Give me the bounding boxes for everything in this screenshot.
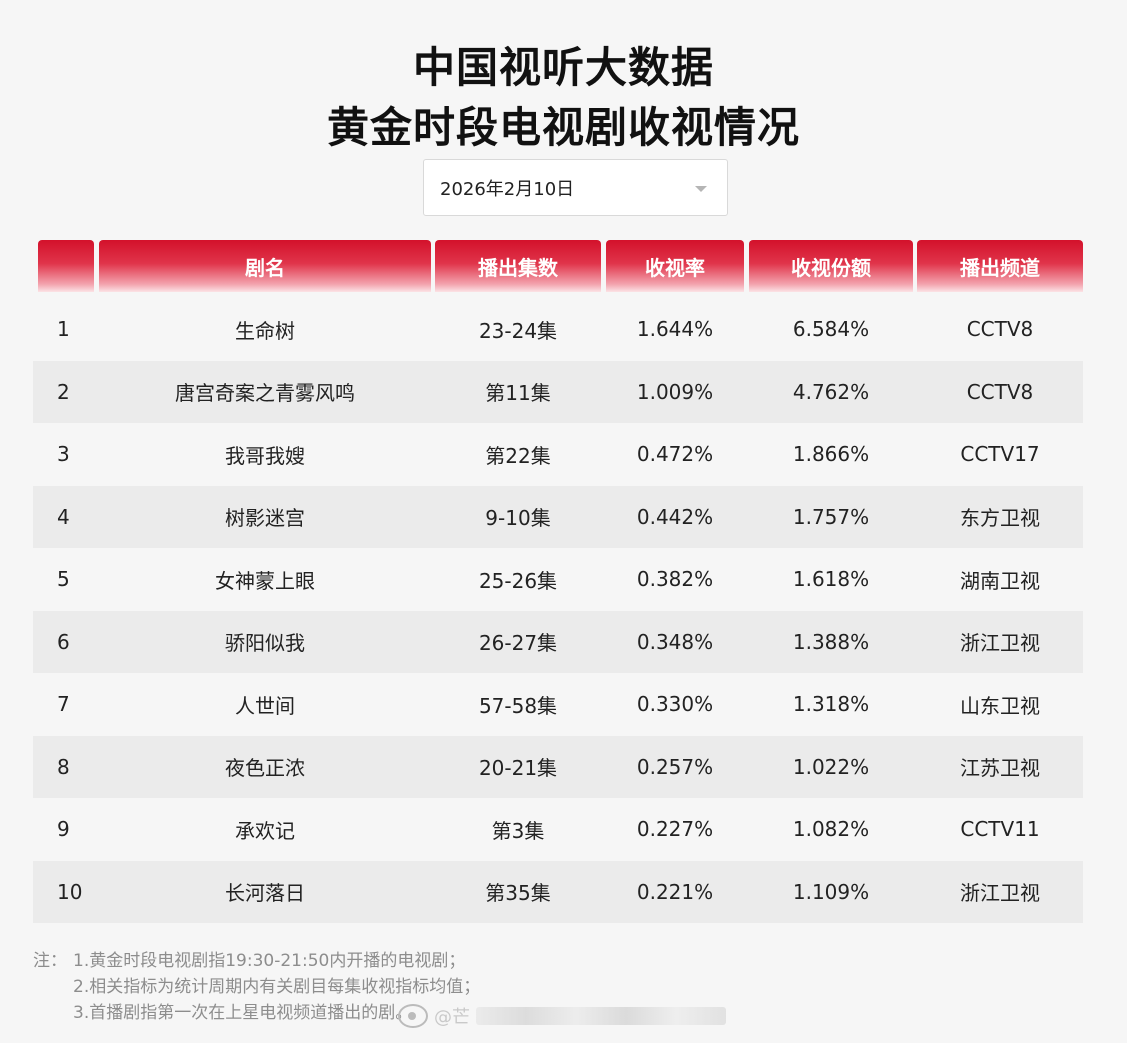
- page-title: 中国视听大数据: [412, 43, 714, 92]
- cell-rating: 0.442%: [636, 504, 714, 529]
- column-header-episodes: 播出集数: [435, 240, 601, 292]
- cell-channel: 江苏卫视: [960, 756, 1040, 781]
- footnote-item: 2.相关指标为统计周期内有关剧目每集收视指标均值；: [73, 977, 481, 997]
- cell-share: 1.618%: [792, 567, 870, 592]
- table-body: 1 生命树 23-24集 1.644% 6.584% CCTV8 2 唐宫奇案之青雾风鸣 第11…: [33, 298, 1083, 923]
- table-row: 2 唐宫奇案之青雾风鸣 第11集 1.009% 4.762% CCTV8: [33, 360, 1083, 423]
- cell-channel: 山东卫视: [960, 693, 1040, 718]
- table-header: 剧名 播出集数 收视率 收视份额 播出频道: [0, 240, 1127, 292]
- cell-rank: 8: [57, 754, 70, 779]
- cell-rating: 0.382%: [636, 567, 714, 592]
- cell-rating: 0.227%: [636, 817, 714, 842]
- cell-channel: CCTV17: [960, 442, 1040, 467]
- cell-channel: 浙江卫视: [960, 881, 1040, 906]
- cell-episodes: 第3集: [491, 818, 545, 843]
- cell-rank: 9: [57, 817, 70, 842]
- cell-share: 4.762%: [792, 379, 870, 404]
- cell-rating: 0.330%: [636, 692, 714, 717]
- footnotes: 注： 1.黄金时段电视剧指19:30-21:50内开播的电视剧； 2.相关指标为…: [33, 948, 480, 1026]
- cell-share: 6.584%: [792, 317, 870, 342]
- caret-down-icon: [695, 186, 707, 192]
- cell-share: 1.022%: [792, 754, 870, 779]
- cell-drama-name: 骄阳似我: [225, 631, 305, 656]
- cell-rating: 0.221%: [636, 879, 714, 904]
- column-header-name: 剧名: [99, 240, 431, 292]
- cell-channel: 湖南卫视: [960, 568, 1040, 593]
- cell-drama-name: 我哥我嫂: [225, 443, 305, 468]
- watermark-handle: @芒: [434, 1007, 470, 1028]
- cell-drama-name: 树影迷宫: [225, 506, 305, 531]
- cell-rank: 3: [57, 442, 70, 467]
- table-row: 10 长河落日 第35集 0.221% 1.109% 浙江卫视: [33, 860, 1083, 923]
- cell-share: 1.388%: [792, 629, 870, 654]
- table-row: 3 我哥我嫂 第22集 0.472% 1.866% CCTV17: [33, 423, 1083, 486]
- cell-rating: 1.644%: [636, 317, 714, 342]
- cell-share: 1.109%: [792, 879, 870, 904]
- cell-share: 1.757%: [792, 504, 870, 529]
- cell-episodes: 57-58集: [478, 693, 558, 718]
- date-dropdown-value: 2026年2月10日: [440, 178, 575, 200]
- cell-rating: 0.348%: [636, 629, 714, 654]
- cell-rating: 1.009%: [636, 379, 714, 404]
- cell-rank: 2: [57, 379, 70, 404]
- weibo-logo-icon: [398, 1004, 428, 1028]
- cell-episodes: 26-27集: [478, 631, 558, 656]
- cell-rank: 10: [57, 879, 83, 904]
- date-dropdown[interactable]: 2026年2月10日: [423, 159, 728, 216]
- table-row: 6 骄阳似我 26-27集 0.348% 1.388% 浙江卫视: [33, 610, 1083, 673]
- cell-share: 1.318%: [792, 692, 870, 717]
- cell-episodes: 9-10集: [485, 506, 551, 531]
- cell-episodes: 25-26集: [478, 568, 558, 593]
- cell-episodes: 第35集: [485, 881, 551, 906]
- table-row: 7 人世间 57-58集 0.330% 1.318% 山东卫视: [33, 673, 1083, 736]
- footnote-label: 注：: [33, 951, 67, 971]
- column-header-rank: [38, 240, 94, 292]
- column-header-rating: 收视率: [606, 240, 744, 292]
- cell-rating: 0.472%: [636, 442, 714, 467]
- footnote-item: 3.首播剧指第一次在上星电视频道播出的剧。: [73, 1003, 413, 1023]
- blurred-handle: [476, 1007, 726, 1025]
- cell-drama-name: 夜色正浓: [225, 756, 305, 781]
- table-row: 9 承欢记 第3集 0.227% 1.082% CCTV11: [33, 798, 1083, 861]
- table-row: 1 生命树 23-24集 1.644% 6.584% CCTV8: [33, 298, 1083, 361]
- column-header-channel: 播出频道: [917, 240, 1083, 292]
- footnote-item: 1.黄金时段电视剧指19:30-21:50内开播的电视剧；: [73, 951, 466, 971]
- cell-rank: 4: [57, 504, 70, 529]
- cell-episodes: 23-24集: [478, 318, 558, 343]
- table-row: 8 夜色正浓 20-21集 0.257% 1.022% 江苏卫视: [33, 735, 1083, 798]
- weibo-watermark: @芒: [398, 1000, 728, 1032]
- cell-channel: CCTV8: [966, 317, 1034, 342]
- column-header-share: 收视份额: [749, 240, 913, 292]
- cell-share: 1.866%: [792, 442, 870, 467]
- page-subtitle: 黄金时段电视剧收视情况: [326, 103, 800, 152]
- cell-drama-name: 女神蒙上眼: [215, 568, 315, 593]
- cell-drama-name: 长河落日: [225, 881, 305, 906]
- cell-episodes: 第22集: [485, 443, 551, 468]
- cell-rating: 0.257%: [636, 754, 714, 779]
- cell-episodes: 20-21集: [478, 756, 558, 781]
- cell-episodes: 第11集: [485, 381, 551, 406]
- cell-channel: CCTV8: [966, 379, 1034, 404]
- cell-drama-name: 唐宫奇案之青雾风鸣: [175, 381, 355, 406]
- cell-drama-name: 承欢记: [235, 818, 295, 843]
- cell-share: 1.082%: [792, 817, 870, 842]
- cell-drama-name: 生命树: [235, 318, 295, 343]
- cell-channel: 浙江卫视: [960, 631, 1040, 656]
- cell-rank: 6: [57, 629, 70, 654]
- cell-channel: CCTV11: [960, 817, 1040, 842]
- table-row: 5 女神蒙上眼 25-26集 0.382% 1.618% 湖南卫视: [33, 548, 1083, 611]
- cell-rank: 1: [57, 317, 70, 342]
- table-row: 4 树影迷宫 9-10集 0.442% 1.757% 东方卫视: [33, 485, 1083, 548]
- cell-drama-name: 人世间: [235, 693, 295, 718]
- cell-rank: 7: [57, 692, 70, 717]
- cell-rank: 5: [57, 567, 70, 592]
- cell-channel: 东方卫视: [960, 506, 1040, 531]
